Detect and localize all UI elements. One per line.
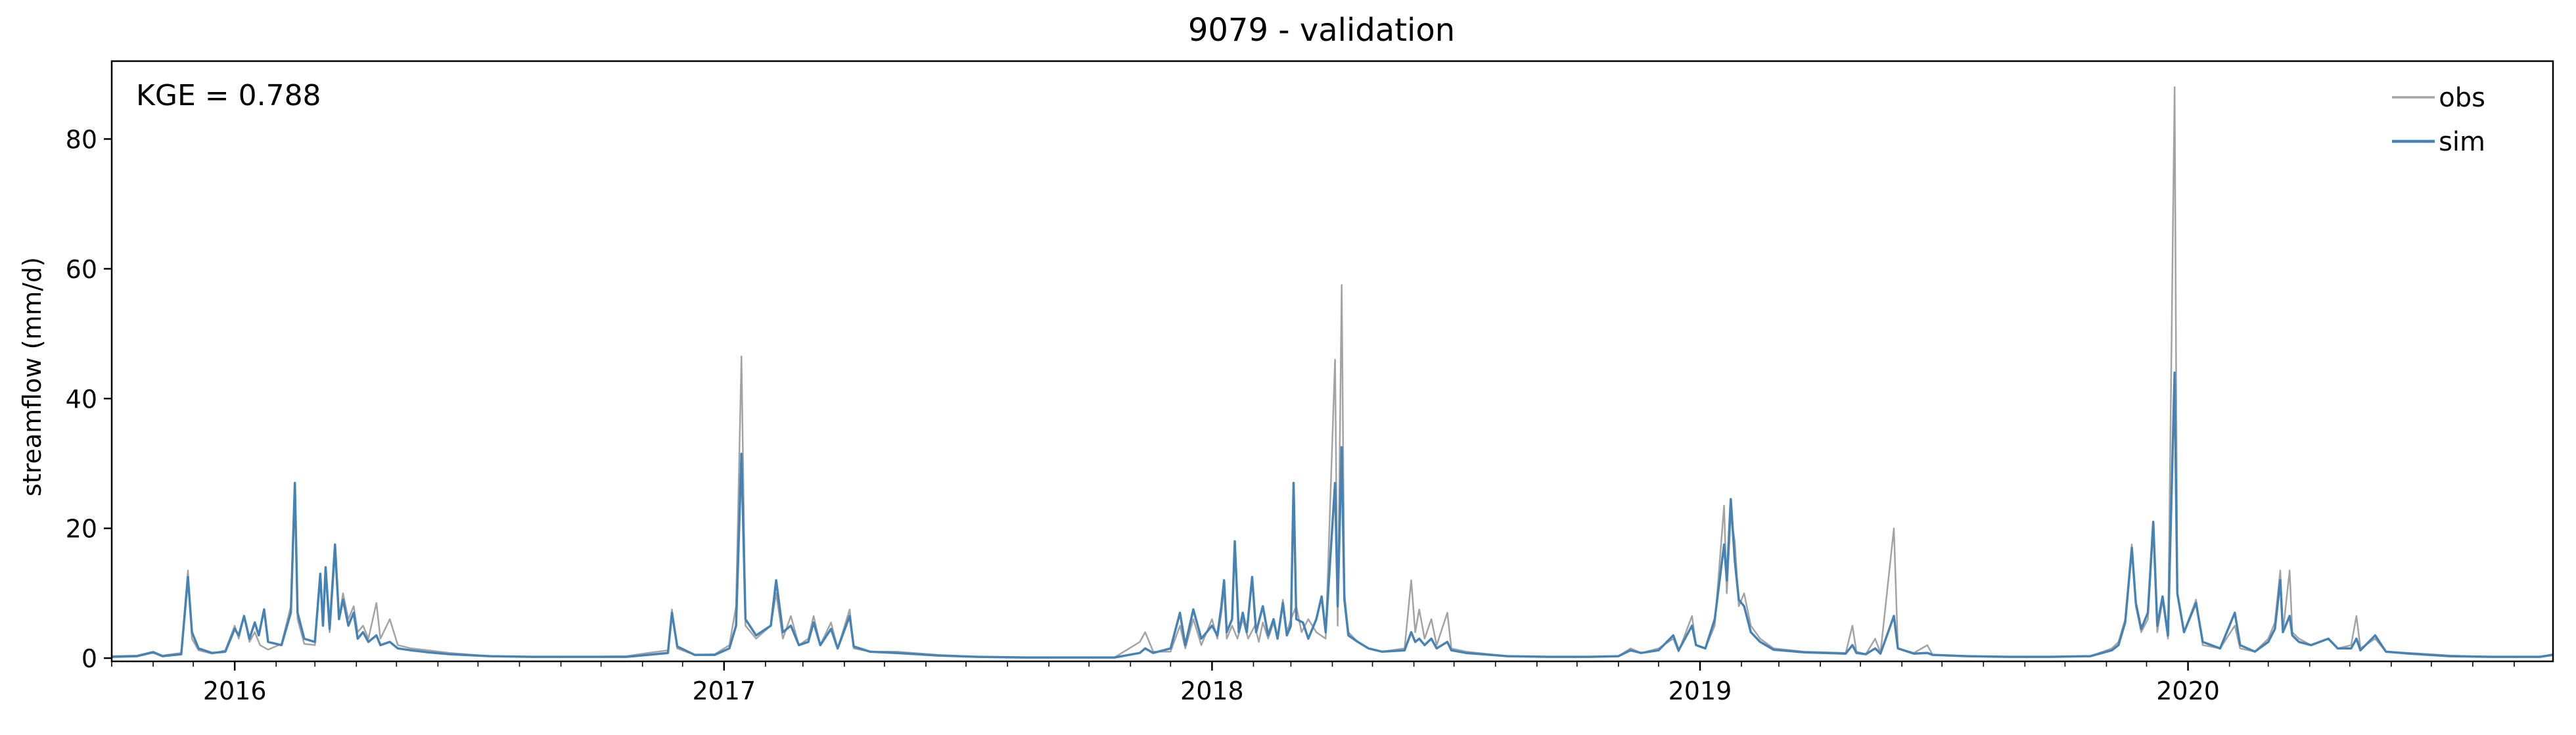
kge-annotation: KGE = 0.788 [136, 79, 321, 112]
plot-area [111, 86, 2554, 659]
y-tick-label: 20 [66, 515, 97, 544]
y-axis-label: streamflow (mm/d) [18, 257, 47, 496]
series-line-sim [111, 371, 2554, 659]
y-tick-label: 60 [66, 255, 97, 284]
y-tick-label: 80 [66, 125, 97, 154]
y-axis: 0 20 40 60 80 [66, 125, 112, 673]
chart-title: 9079 - validation [1188, 12, 1455, 49]
plot-frame [110, 60, 2554, 663]
legend-label-sim: sim [2439, 127, 2485, 157]
x-tick-label: 2016 [203, 676, 267, 705]
x-tick-label: 2017 [692, 676, 756, 705]
x-tick-label: 2018 [1180, 676, 1244, 705]
y-tick-label: 40 [66, 385, 97, 414]
x-tick-label: 2019 [1668, 676, 1732, 705]
x-tick-label: 2020 [2156, 676, 2220, 705]
legend: obs sim [2392, 83, 2485, 157]
legend-label-obs: obs [2439, 83, 2485, 113]
x-axis-minor-ticks [111, 661, 2515, 667]
y-tick-label: 0 [81, 644, 97, 673]
x-axis: 2016 2017 2018 2019 2020 [203, 661, 2220, 705]
